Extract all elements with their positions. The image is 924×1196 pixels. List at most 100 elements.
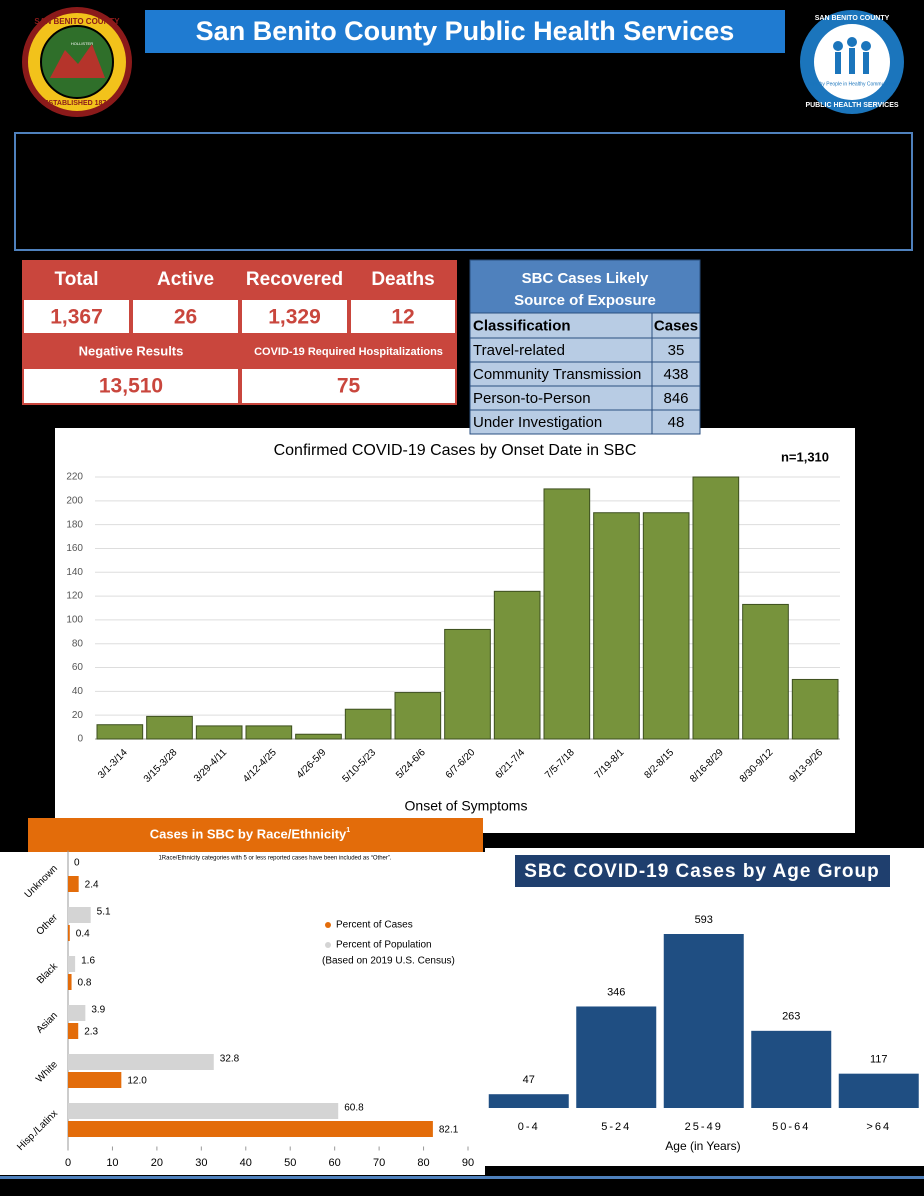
y-tick-label: 120 [66,591,83,602]
value-label: 593 [695,914,713,926]
logo-hills [50,44,105,78]
logo-text: Healthy People in Healthy Communities [808,81,897,87]
bar [68,876,79,892]
x-tick-label: 0-4 [518,1121,540,1133]
x-tick-label: 10 [106,1157,118,1169]
value-label: 117 [870,1054,888,1066]
stats-label-row [22,335,457,367]
x-tick-label: 60 [329,1157,341,1169]
logo-figures [833,37,871,74]
stat-value: 13,510 [99,375,163,398]
stat-value: 26 [174,306,197,329]
bar [444,628,491,740]
legend-marker [325,942,331,948]
y-tick-label: 200 [66,495,83,506]
logo-text: HOLLISTER [71,41,93,46]
logo-inner [40,25,114,99]
column-header: Cases [654,317,698,334]
value-label: 5.1 [97,907,111,918]
table-title: Source of Exposure [514,292,656,309]
y-tick-label: 0 [77,734,83,745]
bar [68,1103,339,1119]
value-label: 2.4 [85,880,99,891]
value-label: 3.9 [91,1005,105,1016]
legend-entry: Percent of Cases [336,920,413,931]
x-tick-label: >64 [866,1121,891,1133]
y-tick-label: 160 [66,543,83,554]
row-value: 35 [668,342,685,359]
bar [576,1006,657,1108]
x-axis-label: Age (in Years) [665,1139,740,1153]
value-label: 82.1 [439,1125,459,1136]
row-label: Under Investigation [473,414,602,431]
stat-header: Deaths [371,269,434,290]
value-label: 1.6 [81,956,95,967]
row-value: 48 [668,414,685,431]
bar [68,1054,214,1070]
row-value: 846 [663,390,688,407]
stat-cell [131,298,240,335]
annotation: n=1,310 [781,449,829,464]
y-tick-label: 140 [66,567,83,578]
x-tick-label: 5-24 [601,1121,631,1133]
title-banner [145,10,785,53]
y-tick-label: 40 [72,686,84,697]
legend-marker [325,922,331,928]
stat-cell [349,298,457,335]
stat-cell [22,367,240,405]
table-cell [469,312,653,339]
row-label: Community Transmission [473,366,641,383]
chart-title: Confirmed COVID-19 Cases by Onset Date i… [274,442,637,459]
logo-text: ESTABLISHED 1874 [44,100,110,107]
legend-entry: Percent of Population [336,940,432,951]
stat-header: Recovered [246,269,343,290]
stat-label: Negative Results [79,343,184,358]
logo-text: PUBLIC HEALTH SERVICES [805,102,898,109]
bar [68,956,76,972]
x-tick-label: 90 [462,1157,474,1169]
bar [68,974,72,990]
chart-title: Cases in SBC by Race/Ethnicity1 [150,826,351,841]
value-label: 32.8 [220,1054,240,1065]
chart-title: SBC COVID-19 Cases by Age Group [524,861,879,882]
bar [68,1023,79,1039]
x-tick-label: 20 [151,1157,163,1169]
value-label: 12.0 [127,1076,147,1087]
y-tick-label: 220 [66,472,83,483]
value-label: 0 [74,858,80,869]
bar [295,733,342,740]
value-label: 263 [782,1011,800,1023]
row-label: Person-to-Person [473,390,591,407]
bar [68,1072,122,1088]
x-tick-label: 50 [284,1157,296,1169]
table-cell [651,385,701,411]
footer-line [0,1176,924,1179]
bar [838,1073,919,1108]
bar [96,724,144,740]
age-title-bar [515,855,890,887]
stat-value: 12 [391,306,414,329]
bar [394,692,442,740]
row-label: Travel-related [473,342,565,359]
notice-box [14,132,913,251]
bar [68,925,70,941]
bar [245,725,293,740]
bar [195,725,243,740]
footnote: 1Race/Ethnicity categories with 5 or les… [158,856,391,862]
stat-label: COVID-19 Required Hospitalizations [254,346,443,358]
x-tick-label: 30 [195,1157,207,1169]
stat-header: Total [55,269,99,290]
y-tick-label: 80 [72,638,84,649]
stat-cell [22,298,131,335]
bar [493,590,541,740]
table-header [469,259,701,314]
value-label: 2.3 [84,1027,98,1038]
value-label: 346 [607,986,625,998]
stat-value: 1,329 [268,306,321,329]
table-title: SBC Cases Likely [522,270,649,287]
x-tick-label: 70 [373,1157,385,1169]
bar [68,907,91,923]
stats-header-row [22,260,457,298]
bar [692,476,740,740]
